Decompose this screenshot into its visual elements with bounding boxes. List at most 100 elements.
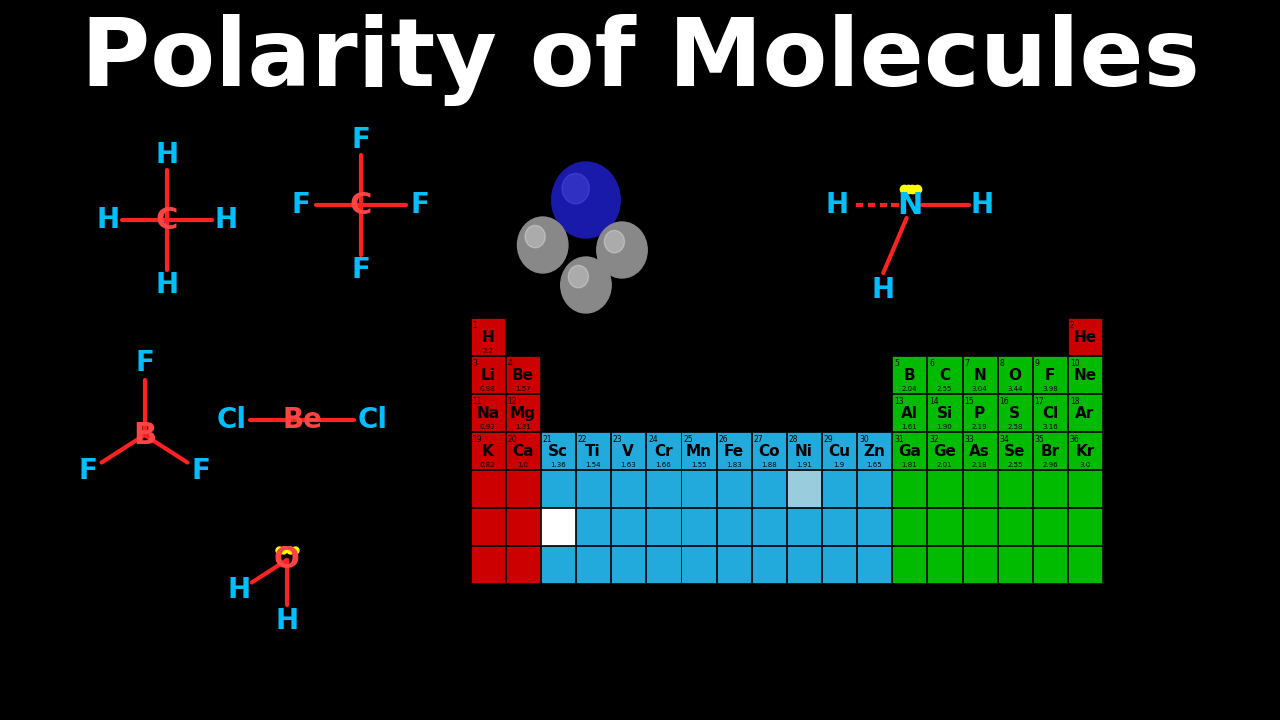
Ellipse shape (525, 225, 545, 248)
Text: 17: 17 (1034, 397, 1044, 406)
Text: 12: 12 (508, 397, 517, 406)
Bar (1068, 432, 1102, 469)
Text: Ni: Ni (795, 444, 813, 459)
Bar (471, 470, 504, 507)
Bar (1068, 356, 1102, 393)
Bar (541, 432, 575, 469)
Text: 1.36: 1.36 (550, 462, 566, 468)
Text: 3.0: 3.0 (1079, 462, 1091, 468)
Text: Co: Co (758, 444, 780, 459)
Text: C: C (349, 191, 372, 220)
Text: H: H (228, 577, 251, 605)
Text: Si: Si (937, 405, 952, 420)
Bar (787, 470, 820, 507)
Text: 34: 34 (1000, 435, 1009, 444)
Text: 0.98: 0.98 (480, 386, 495, 392)
Bar (822, 432, 856, 469)
Text: Polarity of Molecules: Polarity of Molecules (81, 14, 1199, 106)
Bar (963, 470, 997, 507)
Text: B: B (904, 367, 915, 382)
Text: 1.61: 1.61 (901, 424, 918, 430)
Text: 14: 14 (929, 397, 938, 406)
Text: Mn: Mn (686, 444, 712, 459)
Bar (997, 356, 1032, 393)
Text: 2.96: 2.96 (1042, 462, 1057, 468)
Text: Cl: Cl (1042, 405, 1059, 420)
Text: 0.82: 0.82 (480, 462, 495, 468)
Ellipse shape (568, 266, 589, 288)
Bar (471, 546, 504, 583)
Bar (963, 508, 997, 545)
Text: 1.31: 1.31 (515, 424, 531, 430)
Text: 1.9: 1.9 (833, 462, 845, 468)
Bar (1033, 432, 1068, 469)
Bar (611, 432, 645, 469)
Bar (997, 394, 1032, 431)
Bar (928, 470, 961, 507)
Text: C: C (940, 367, 950, 382)
Text: N: N (897, 191, 923, 220)
Bar (858, 508, 891, 545)
Bar (997, 432, 1032, 469)
Text: 2.19: 2.19 (972, 424, 987, 430)
Bar (646, 508, 681, 545)
Bar (681, 546, 716, 583)
Bar (822, 470, 856, 507)
Bar (1033, 546, 1068, 583)
Text: Cr: Cr (654, 444, 673, 459)
Bar (787, 546, 820, 583)
Text: 7: 7 (964, 359, 969, 368)
Bar (541, 546, 575, 583)
Text: Ca: Ca (512, 444, 534, 459)
Text: Cl: Cl (216, 406, 247, 434)
Text: S: S (1009, 405, 1020, 420)
Bar (963, 546, 997, 583)
Bar (892, 394, 927, 431)
Text: C: C (156, 205, 178, 235)
Text: H: H (481, 330, 494, 344)
Text: 2.01: 2.01 (937, 462, 952, 468)
Text: Ga: Ga (899, 444, 920, 459)
Bar (541, 470, 575, 507)
Text: 2.04: 2.04 (901, 386, 916, 392)
Text: Li: Li (480, 367, 495, 382)
Text: N: N (973, 367, 986, 382)
Text: 1.57: 1.57 (515, 386, 531, 392)
Text: F: F (136, 349, 154, 377)
Text: 13: 13 (893, 397, 904, 406)
Text: 11: 11 (472, 397, 483, 406)
Bar (506, 356, 540, 393)
Text: 18: 18 (1070, 397, 1079, 406)
Bar (892, 470, 927, 507)
Text: Be: Be (282, 406, 323, 434)
Bar (1068, 546, 1102, 583)
Text: 1.65: 1.65 (867, 462, 882, 468)
Bar (471, 318, 504, 355)
Ellipse shape (552, 162, 621, 238)
Text: 21: 21 (543, 435, 552, 444)
Bar (787, 432, 820, 469)
Text: 1.54: 1.54 (585, 462, 600, 468)
Bar (646, 470, 681, 507)
Text: Se: Se (1004, 444, 1025, 459)
Bar (611, 546, 645, 583)
Text: H: H (155, 271, 179, 299)
Bar (963, 394, 997, 431)
Bar (892, 508, 927, 545)
Text: Zn: Zn (863, 444, 886, 459)
Text: 19: 19 (472, 435, 483, 444)
Bar (963, 356, 997, 393)
Text: 9: 9 (1034, 359, 1039, 368)
Text: 26: 26 (718, 435, 728, 444)
Text: 10: 10 (1070, 359, 1079, 368)
Text: Cu: Cu (828, 444, 850, 459)
Ellipse shape (596, 222, 648, 278)
Text: 2.58: 2.58 (1007, 424, 1023, 430)
Ellipse shape (604, 230, 625, 253)
Text: O: O (1009, 367, 1021, 382)
Text: 1.63: 1.63 (621, 462, 636, 468)
Text: 23: 23 (613, 435, 622, 444)
Text: H: H (275, 607, 298, 635)
Bar (997, 546, 1032, 583)
Bar (717, 470, 751, 507)
